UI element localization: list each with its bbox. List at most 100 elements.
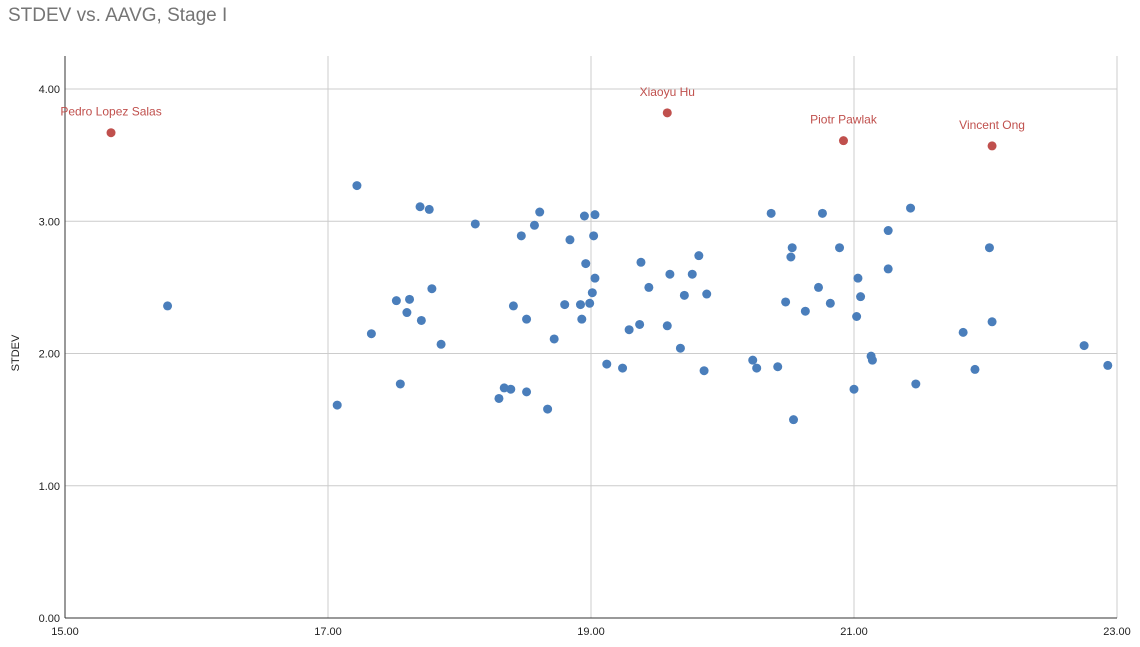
data-point[interactable] bbox=[970, 364, 980, 374]
data-point[interactable] bbox=[883, 226, 893, 236]
data-point[interactable] bbox=[577, 314, 587, 324]
data-point[interactable] bbox=[602, 359, 612, 369]
data-point[interactable] bbox=[867, 355, 877, 365]
data-point[interactable] bbox=[911, 379, 921, 389]
data-point[interactable] bbox=[352, 181, 362, 191]
point-label: Vincent Ong bbox=[959, 118, 1025, 132]
data-point[interactable] bbox=[699, 366, 709, 376]
data-point[interactable] bbox=[163, 301, 173, 311]
data-point[interactable] bbox=[589, 231, 599, 241]
data-point[interactable] bbox=[579, 211, 589, 221]
data-point[interactable] bbox=[624, 325, 634, 335]
data-point[interactable] bbox=[958, 327, 968, 337]
data-point[interactable] bbox=[773, 362, 783, 372]
highlight-layer: Pedro Lopez Salas Xiaoyu Hu Piotr Pawlak Vi… bbox=[60, 85, 1025, 151]
point-layer bbox=[163, 181, 1113, 425]
data-point[interactable] bbox=[494, 393, 504, 403]
data-point[interactable] bbox=[636, 257, 646, 267]
data-point[interactable] bbox=[662, 321, 672, 331]
data-point[interactable] bbox=[665, 269, 675, 279]
data-point[interactable] bbox=[565, 235, 575, 245]
data-point[interactable] bbox=[813, 282, 823, 292]
data-point[interactable] bbox=[535, 207, 545, 217]
y-tick-label: 1.00 bbox=[39, 481, 60, 493]
data-point[interactable] bbox=[786, 252, 796, 262]
data-point[interactable] bbox=[883, 264, 893, 274]
data-point[interactable] bbox=[424, 204, 434, 214]
highlighted-data-point[interactable] bbox=[838, 136, 848, 146]
data-point[interactable] bbox=[436, 339, 446, 349]
y-tick-label: 0.00 bbox=[39, 613, 60, 625]
data-point[interactable] bbox=[522, 314, 532, 324]
data-point[interactable] bbox=[391, 296, 401, 306]
point-label: Xiaoyu Hu bbox=[640, 85, 695, 99]
data-point[interactable] bbox=[395, 379, 405, 389]
x-tick-label: 17.00 bbox=[314, 626, 342, 638]
data-point[interactable] bbox=[402, 308, 412, 318]
data-point[interactable] bbox=[789, 415, 799, 425]
data-point[interactable] bbox=[853, 273, 863, 283]
data-point[interactable] bbox=[752, 363, 762, 373]
x-tick-label: 19.00 bbox=[577, 626, 605, 638]
data-point[interactable] bbox=[748, 355, 758, 365]
highlighted-data-point[interactable] bbox=[662, 108, 672, 118]
data-point[interactable] bbox=[470, 219, 480, 229]
data-point[interactable] bbox=[835, 243, 845, 253]
data-point[interactable] bbox=[405, 294, 415, 304]
data-point[interactable] bbox=[549, 334, 559, 344]
data-point[interactable] bbox=[800, 306, 810, 316]
data-point[interactable] bbox=[427, 284, 437, 294]
y-axis-label: STDEV bbox=[10, 334, 22, 371]
data-point[interactable] bbox=[590, 273, 600, 283]
y-tick-label: 2.00 bbox=[39, 349, 60, 361]
data-point[interactable] bbox=[787, 243, 797, 253]
data-point[interactable] bbox=[987, 317, 997, 327]
x-tick-label: 23.00 bbox=[1103, 626, 1131, 638]
data-point[interactable] bbox=[618, 363, 628, 373]
data-point[interactable] bbox=[587, 288, 597, 298]
highlighted-data-point[interactable] bbox=[987, 141, 997, 151]
data-point[interactable] bbox=[856, 292, 866, 302]
data-point[interactable] bbox=[585, 298, 595, 308]
axis-layer: 15.00 17.00 19.00 21.00 23.00 0.00 1.00 2.00 3.0… bbox=[39, 56, 1131, 638]
grid-layer bbox=[65, 56, 1118, 618]
data-point[interactable] bbox=[332, 400, 342, 410]
data-point[interactable] bbox=[852, 312, 862, 322]
data-point[interactable] bbox=[590, 210, 600, 220]
data-point[interactable] bbox=[581, 259, 591, 269]
data-point[interactable] bbox=[415, 202, 425, 212]
data-point[interactable] bbox=[543, 404, 553, 414]
data-point[interactable] bbox=[1079, 341, 1089, 351]
data-point[interactable] bbox=[694, 251, 704, 261]
data-point[interactable] bbox=[1103, 360, 1113, 370]
data-point[interactable] bbox=[506, 384, 516, 394]
x-tick-label: 21.00 bbox=[840, 626, 868, 638]
data-point[interactable] bbox=[825, 298, 835, 308]
x-tick-label: 15.00 bbox=[51, 626, 79, 638]
data-point[interactable] bbox=[984, 243, 994, 253]
chart-title: STDEV vs. AAVG, Stage I bbox=[8, 5, 228, 26]
data-point[interactable] bbox=[817, 208, 827, 218]
data-point[interactable] bbox=[906, 203, 916, 213]
data-point[interactable] bbox=[675, 343, 685, 353]
data-point[interactable] bbox=[516, 231, 526, 241]
point-label: Pedro Lopez Salas bbox=[60, 105, 161, 119]
data-point[interactable] bbox=[849, 384, 859, 394]
data-point[interactable] bbox=[366, 329, 376, 339]
highlighted-data-point[interactable] bbox=[106, 128, 116, 138]
data-point[interactable] bbox=[529, 220, 539, 230]
data-point[interactable] bbox=[766, 208, 776, 218]
data-point[interactable] bbox=[508, 301, 518, 311]
data-point[interactable] bbox=[575, 300, 585, 310]
data-point[interactable] bbox=[679, 290, 689, 300]
data-point[interactable] bbox=[635, 319, 645, 329]
y-tick-label: 3.00 bbox=[39, 216, 60, 228]
data-point[interactable] bbox=[687, 269, 697, 279]
data-point[interactable] bbox=[644, 282, 654, 292]
data-point[interactable] bbox=[702, 289, 712, 299]
data-point[interactable] bbox=[560, 300, 570, 310]
data-point[interactable] bbox=[781, 297, 791, 307]
data-point[interactable] bbox=[416, 315, 426, 325]
data-point[interactable] bbox=[522, 387, 532, 397]
